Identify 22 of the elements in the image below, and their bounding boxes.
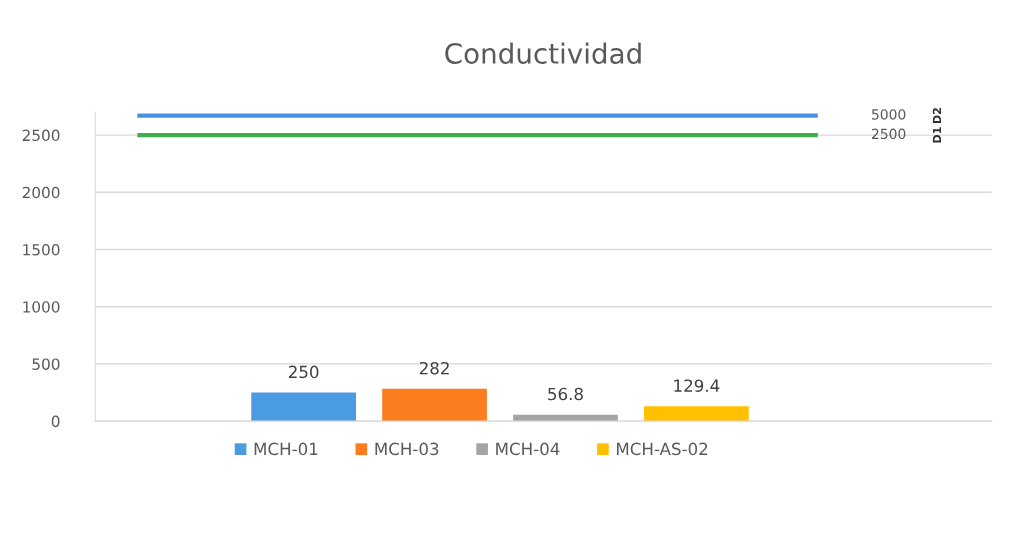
y-tick-label: 0 [51, 415, 60, 428]
y-tick-label: 500 [32, 358, 60, 370]
data-label: 282 [419, 361, 449, 375]
y-tick-label: 1500 [23, 243, 60, 256]
data-label: 56.8 [548, 387, 583, 401]
chart-title: Conductividad [445, 42, 641, 64]
data-label: 250 [288, 365, 319, 379]
y-tick-label: 2500 [22, 129, 60, 142]
legend-label: MCH-03 [375, 442, 439, 456]
y-tick-label: 2000 [22, 186, 60, 199]
annotation: D1 [932, 127, 941, 143]
data-label: 129.4 [674, 379, 720, 392]
bar [644, 406, 749, 422]
y-tick-label: 1000 [23, 301, 60, 313]
annotation: 5000 [872, 109, 906, 120]
bar [382, 388, 487, 422]
legend-label: MCH-04 [496, 442, 560, 456]
annotation: D2 [932, 108, 941, 124]
annotation: 2500 [871, 128, 906, 140]
bar [251, 392, 356, 422]
legend-label: MCH-01 [254, 442, 318, 456]
legend-label: MCH-AS-02 [617, 442, 708, 456]
